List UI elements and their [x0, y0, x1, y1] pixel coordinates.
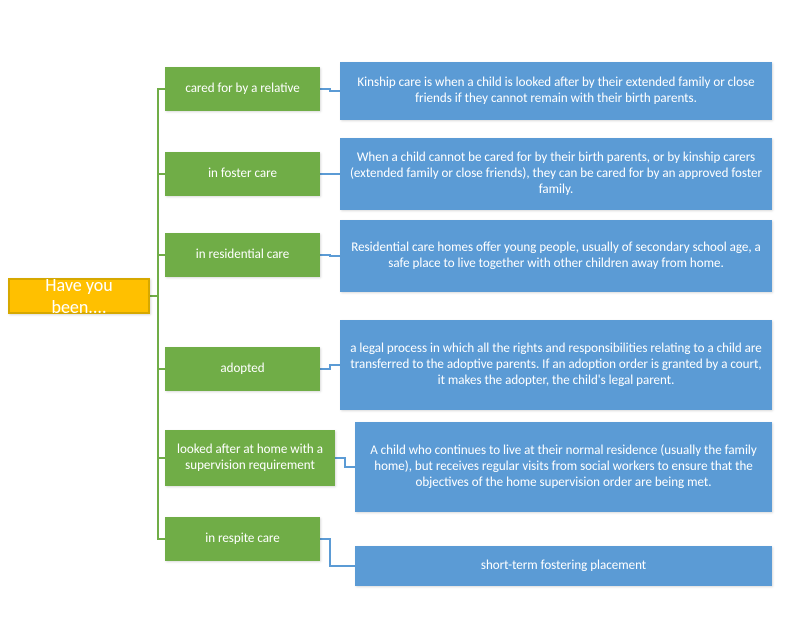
description-label: When a child cannot be cared for by thei…: [348, 150, 764, 199]
description-label: short-term fostering placement: [481, 558, 646, 574]
description-node: Kinship care is when a child is looked a…: [340, 62, 772, 120]
description-node: short-term fostering placement: [355, 546, 772, 586]
description-node: A child who continues to live at their n…: [355, 422, 772, 512]
description-label: Residential care homes offer young peopl…: [348, 240, 764, 273]
root-node: Have you been....: [8, 278, 150, 314]
category-node: in respite care: [165, 517, 320, 561]
description-node: Residential care homes offer young peopl…: [340, 220, 772, 292]
category-label: adopted: [220, 361, 264, 377]
category-label: in foster care: [208, 166, 277, 182]
category-node: looked after at home with a supervision …: [165, 430, 335, 486]
root-label: Have you been....: [18, 274, 140, 319]
description-node: When a child cannot be cared for by thei…: [340, 138, 772, 210]
description-label: A child who continues to live at their n…: [363, 443, 764, 492]
description-node: a legal process in which all the rights …: [340, 320, 772, 410]
category-node: in foster care: [165, 152, 320, 196]
category-label: looked after at home with a supervision …: [173, 442, 327, 475]
category-node: cared for by a relative: [165, 67, 320, 111]
category-label: in residential care: [196, 247, 290, 263]
category-label: cared for by a relative: [185, 81, 299, 97]
category-node: adopted: [165, 347, 320, 391]
category-node: in residential care: [165, 233, 320, 277]
description-label: a legal process in which all the rights …: [348, 341, 764, 390]
description-label: Kinship care is when a child is looked a…: [348, 75, 764, 108]
category-label: in respite care: [205, 531, 280, 547]
